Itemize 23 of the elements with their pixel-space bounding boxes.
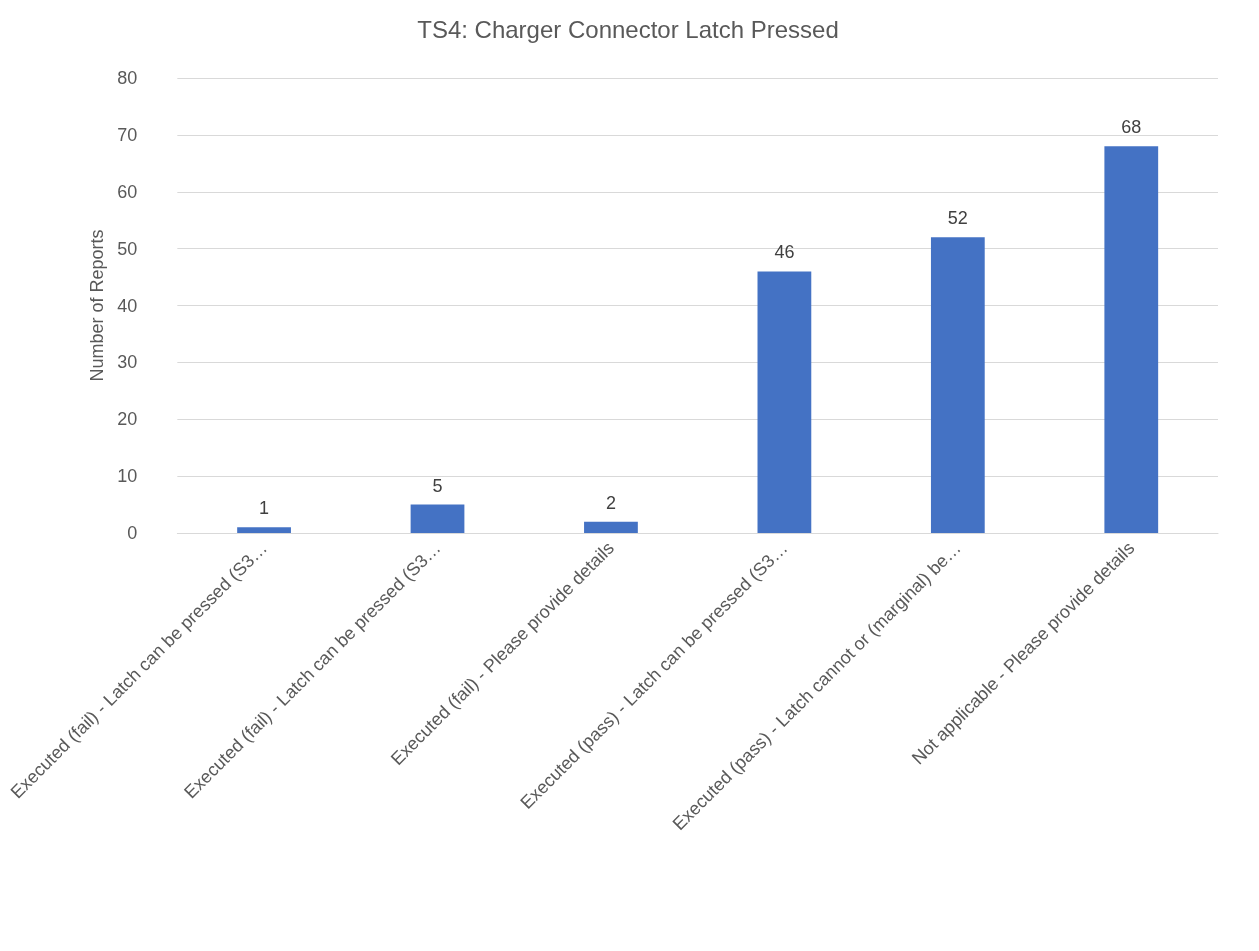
- y-tick-label: 0: [127, 523, 138, 543]
- y-tick-label: 60: [117, 181, 138, 202]
- y-axis-title: Number of Reports: [87, 229, 108, 382]
- y-tick-label: 30: [117, 352, 138, 373]
- data-label: 68: [1121, 117, 1142, 138]
- y-tick-label: 10: [117, 466, 138, 487]
- data-label: 46: [774, 242, 795, 263]
- y-tick-label: 40: [117, 295, 138, 316]
- y-tick-label: 70: [117, 124, 138, 145]
- bar: [584, 521, 638, 533]
- data-label: 2: [605, 492, 616, 513]
- bar: [757, 271, 812, 533]
- chart-title: TS4: Charger Connector Latch Pressed: [417, 15, 839, 43]
- data-label: 1: [259, 498, 270, 519]
- y-tick-label: 80: [117, 68, 138, 88]
- bar: [1104, 146, 1159, 533]
- bar: [930, 237, 985, 533]
- bar: [237, 527, 291, 533]
- bar: [410, 504, 465, 533]
- data-label: 5: [432, 475, 443, 496]
- y-tick-label: 20: [117, 409, 138, 430]
- y-tick-label: 50: [117, 238, 138, 259]
- data-label: 52: [947, 208, 968, 229]
